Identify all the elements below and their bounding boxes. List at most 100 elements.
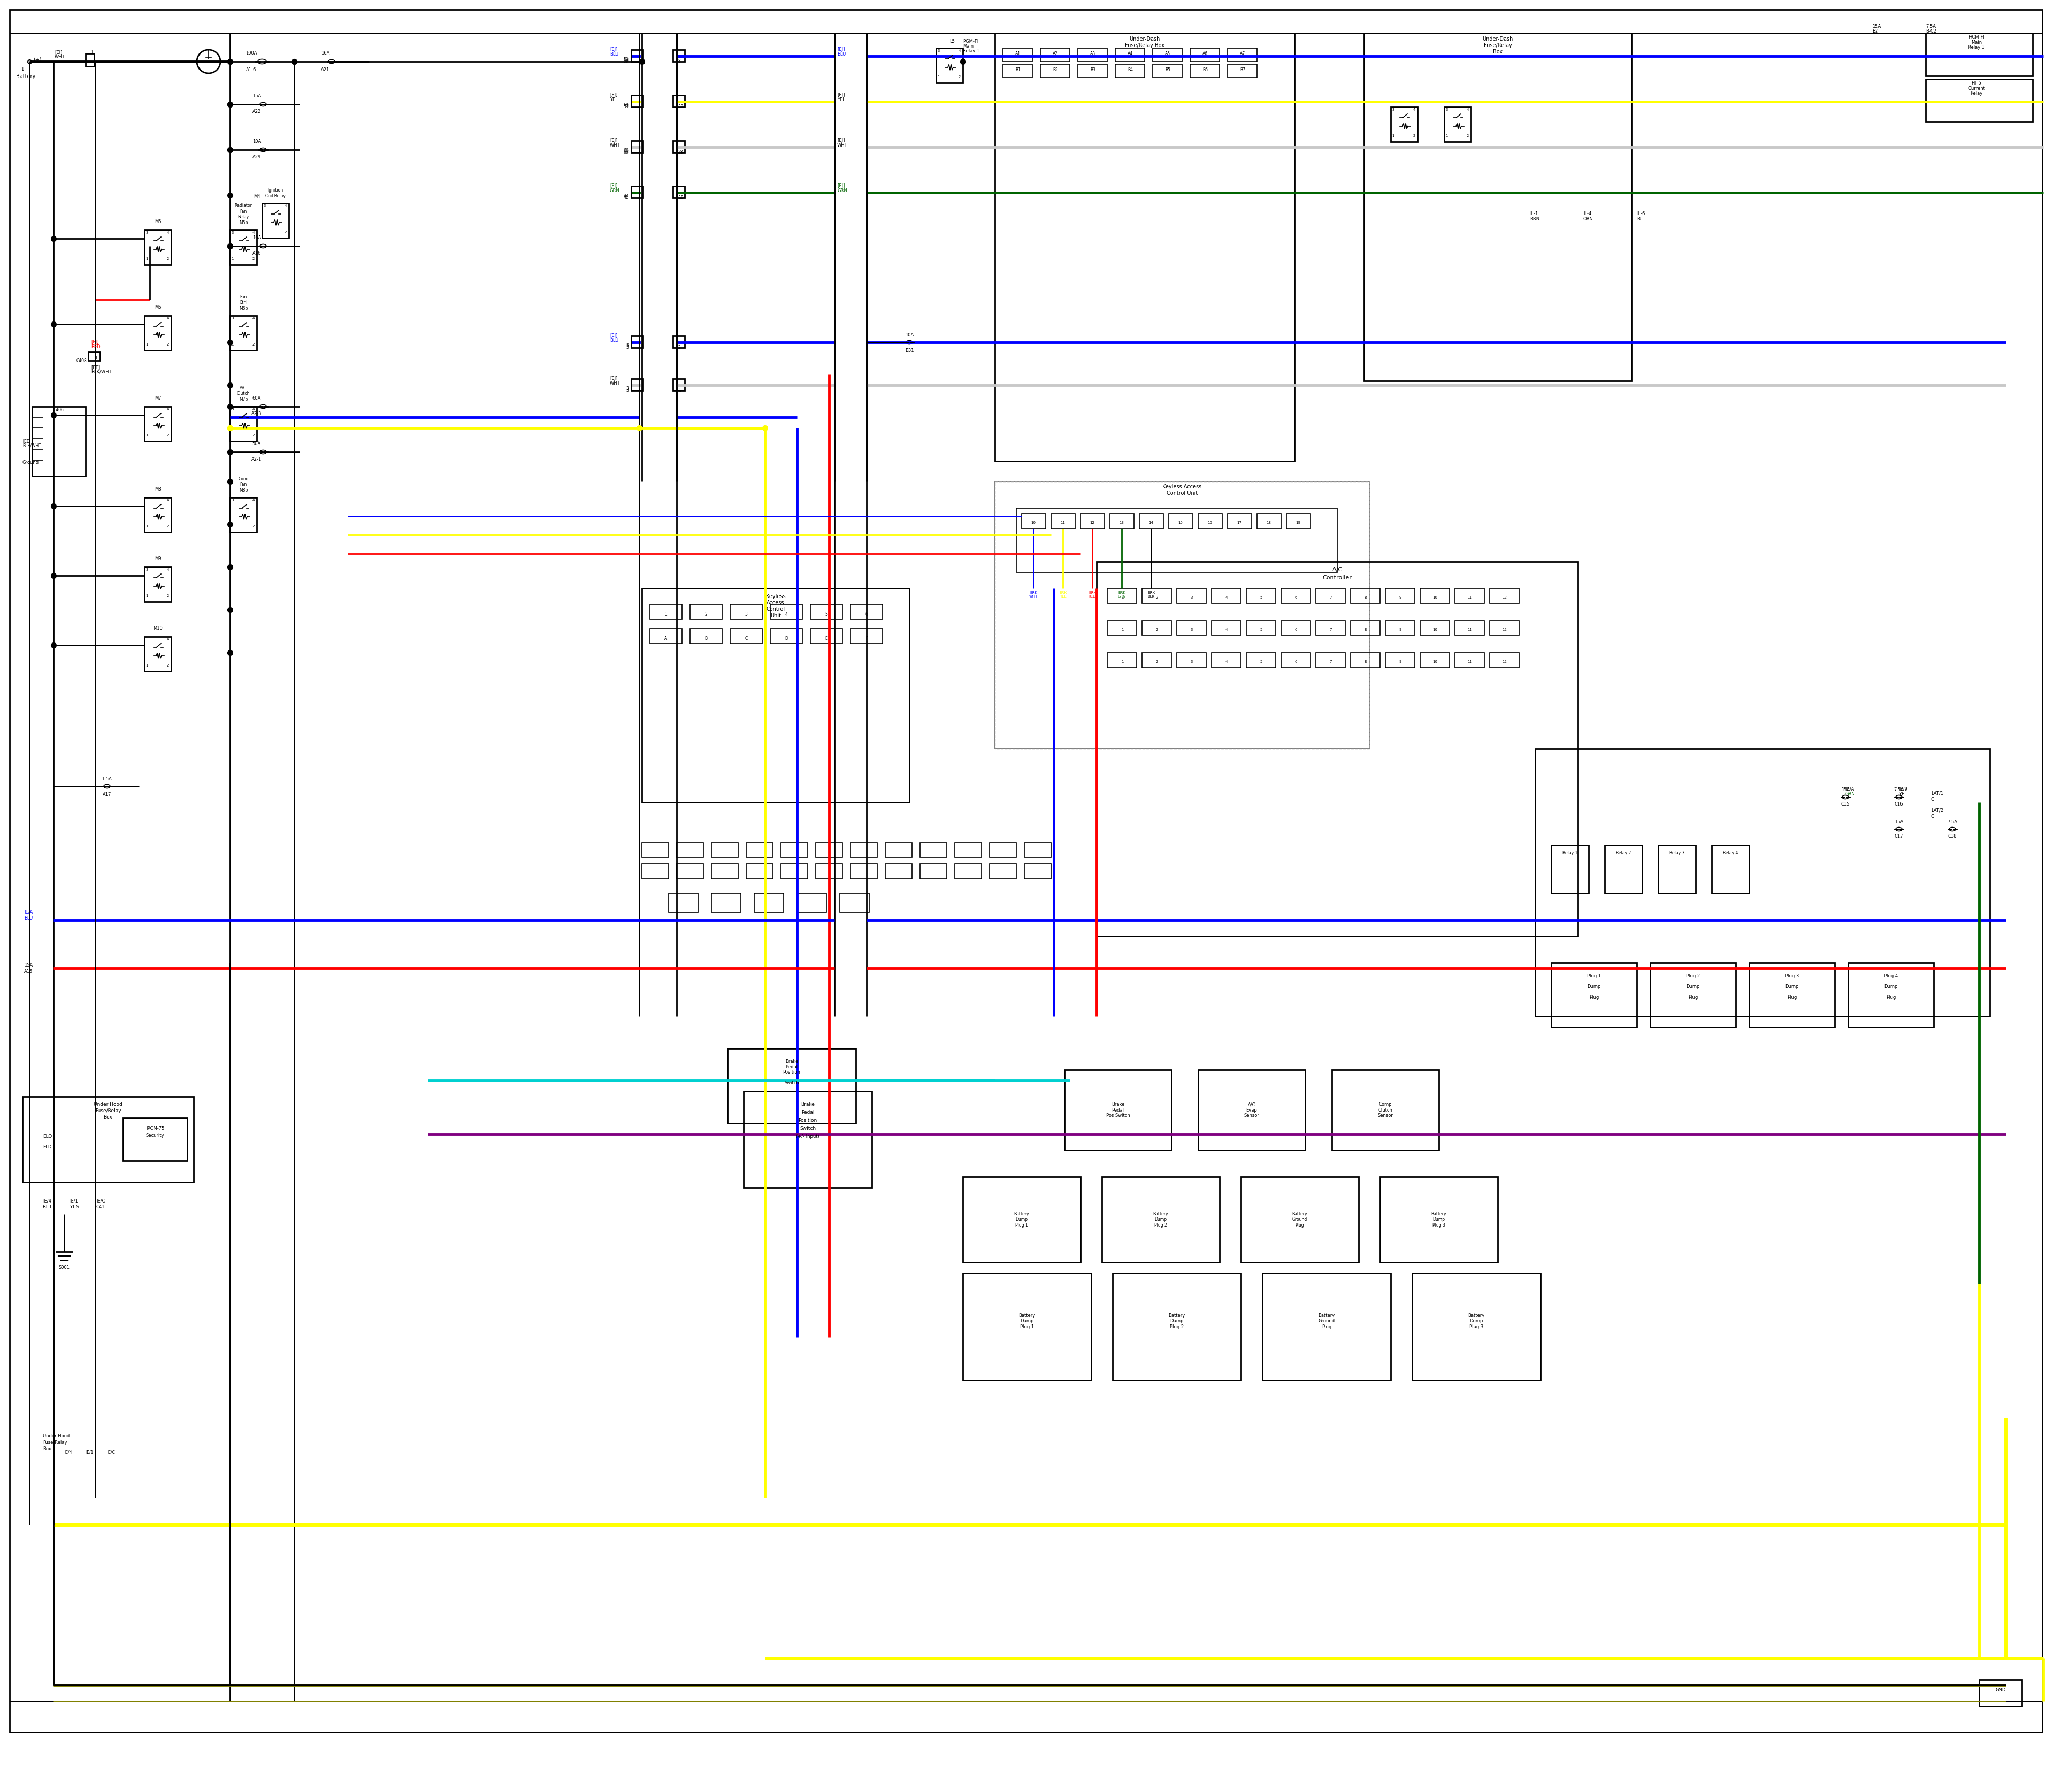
Bar xyxy=(1551,962,1637,1027)
Bar xyxy=(33,407,86,477)
Text: C406: C406 xyxy=(53,407,64,412)
Text: 2: 2 xyxy=(166,595,168,597)
Text: A4: A4 xyxy=(1128,52,1134,56)
Text: A1: A1 xyxy=(1015,52,1021,56)
Text: [EJ]: [EJ] xyxy=(610,183,618,188)
Text: A16: A16 xyxy=(253,251,261,256)
Bar xyxy=(144,407,170,441)
Text: BRK
RED: BRK RED xyxy=(1089,591,1097,599)
Ellipse shape xyxy=(261,149,267,152)
Text: 7: 7 xyxy=(1329,597,1333,599)
Bar xyxy=(850,864,877,878)
Text: M7: M7 xyxy=(154,396,160,401)
Text: C18: C18 xyxy=(1947,833,1957,839)
Bar xyxy=(1317,652,1345,668)
Bar xyxy=(144,566,170,602)
Bar xyxy=(1927,34,2033,75)
Text: IE/4: IE/4 xyxy=(43,1199,51,1202)
Bar xyxy=(1107,588,1136,604)
Text: IE/C: IE/C xyxy=(107,1450,115,1455)
Text: 4: 4 xyxy=(1413,108,1415,111)
Text: 3: 3 xyxy=(626,387,629,392)
Bar xyxy=(1282,620,1310,636)
Bar xyxy=(1152,65,1183,77)
Text: 3: 3 xyxy=(230,231,234,235)
Text: 1: 1 xyxy=(21,66,25,72)
Text: M6b: M6b xyxy=(238,306,249,310)
Text: 16A: 16A xyxy=(253,235,261,240)
Bar xyxy=(1142,652,1171,668)
Text: 1: 1 xyxy=(1446,134,1448,138)
Text: 4: 4 xyxy=(959,48,961,52)
Bar xyxy=(1142,588,1171,604)
Text: BRK
WHT: BRK WHT xyxy=(1029,591,1037,599)
Bar xyxy=(1282,588,1310,604)
Bar xyxy=(1317,620,1345,636)
Bar xyxy=(144,229,170,265)
Bar xyxy=(1282,652,1310,668)
Text: 5: 5 xyxy=(626,344,629,348)
Text: Brake: Brake xyxy=(801,1102,815,1107)
Ellipse shape xyxy=(261,405,267,409)
Text: 4: 4 xyxy=(1226,659,1228,663)
Text: 2: 2 xyxy=(166,663,168,667)
Bar xyxy=(1177,620,1206,636)
Bar xyxy=(674,95,684,108)
Text: Plug: Plug xyxy=(1886,995,1896,1000)
Text: BLK/WHT: BLK/WHT xyxy=(23,443,41,448)
Text: Access: Access xyxy=(766,600,785,606)
Text: 2: 2 xyxy=(166,258,168,260)
Text: Relay 4: Relay 4 xyxy=(1723,851,1738,855)
Text: ORN: ORN xyxy=(1584,217,1594,222)
Bar xyxy=(781,864,807,878)
Bar xyxy=(1534,749,1990,1016)
Text: A6: A6 xyxy=(1202,52,1208,56)
Text: 4: 4 xyxy=(785,611,787,616)
Bar xyxy=(1257,514,1282,529)
Text: Box: Box xyxy=(43,1446,51,1452)
Text: Battery: Battery xyxy=(16,73,35,79)
Bar xyxy=(144,315,170,351)
Bar xyxy=(144,636,170,672)
Bar xyxy=(1107,652,1136,668)
Text: BLU: BLU xyxy=(610,339,618,342)
Text: BLU: BLU xyxy=(25,916,33,921)
Bar xyxy=(711,842,737,858)
Text: Cond
Fan: Cond Fan xyxy=(238,477,249,487)
Bar xyxy=(230,498,257,532)
Text: 3: 3 xyxy=(230,407,234,410)
Text: HCM-FI: HCM-FI xyxy=(1968,34,1984,39)
Text: C: C xyxy=(1931,814,1935,819)
Text: B-C2: B-C2 xyxy=(1927,29,1937,34)
Text: 7.5A: 7.5A xyxy=(1927,23,1935,29)
Text: 4: 4 xyxy=(166,568,168,572)
Bar xyxy=(1247,588,1276,604)
Bar xyxy=(937,48,963,82)
Bar xyxy=(840,894,869,912)
Text: B2: B2 xyxy=(1054,68,1058,72)
Text: A2-1: A2-1 xyxy=(251,457,263,462)
Bar xyxy=(1604,846,1641,894)
Text: 2: 2 xyxy=(1156,597,1158,599)
Text: 12: 12 xyxy=(678,104,684,109)
Bar xyxy=(1107,620,1136,636)
Bar xyxy=(1419,620,1450,636)
Text: Switch: Switch xyxy=(799,1125,815,1131)
Text: 1: 1 xyxy=(678,387,680,392)
Bar xyxy=(676,842,702,858)
Text: 3: 3 xyxy=(1191,659,1193,663)
Ellipse shape xyxy=(1949,828,1955,831)
Text: 7.5A: 7.5A xyxy=(1894,787,1904,792)
Bar xyxy=(1228,514,1251,529)
Bar xyxy=(1551,846,1588,894)
Text: IL-6: IL-6 xyxy=(1637,211,1645,217)
Text: Comp
Clutch
Sensor: Comp Clutch Sensor xyxy=(1378,1102,1393,1118)
Text: Fuse/Relay Box: Fuse/Relay Box xyxy=(1126,43,1165,48)
Bar xyxy=(1364,34,1631,382)
Bar xyxy=(1177,652,1206,668)
Text: 15A: 15A xyxy=(1871,23,1881,29)
Text: 18: 18 xyxy=(678,195,684,201)
Ellipse shape xyxy=(261,450,267,453)
Bar xyxy=(230,229,257,265)
Text: B6: B6 xyxy=(1202,68,1208,72)
